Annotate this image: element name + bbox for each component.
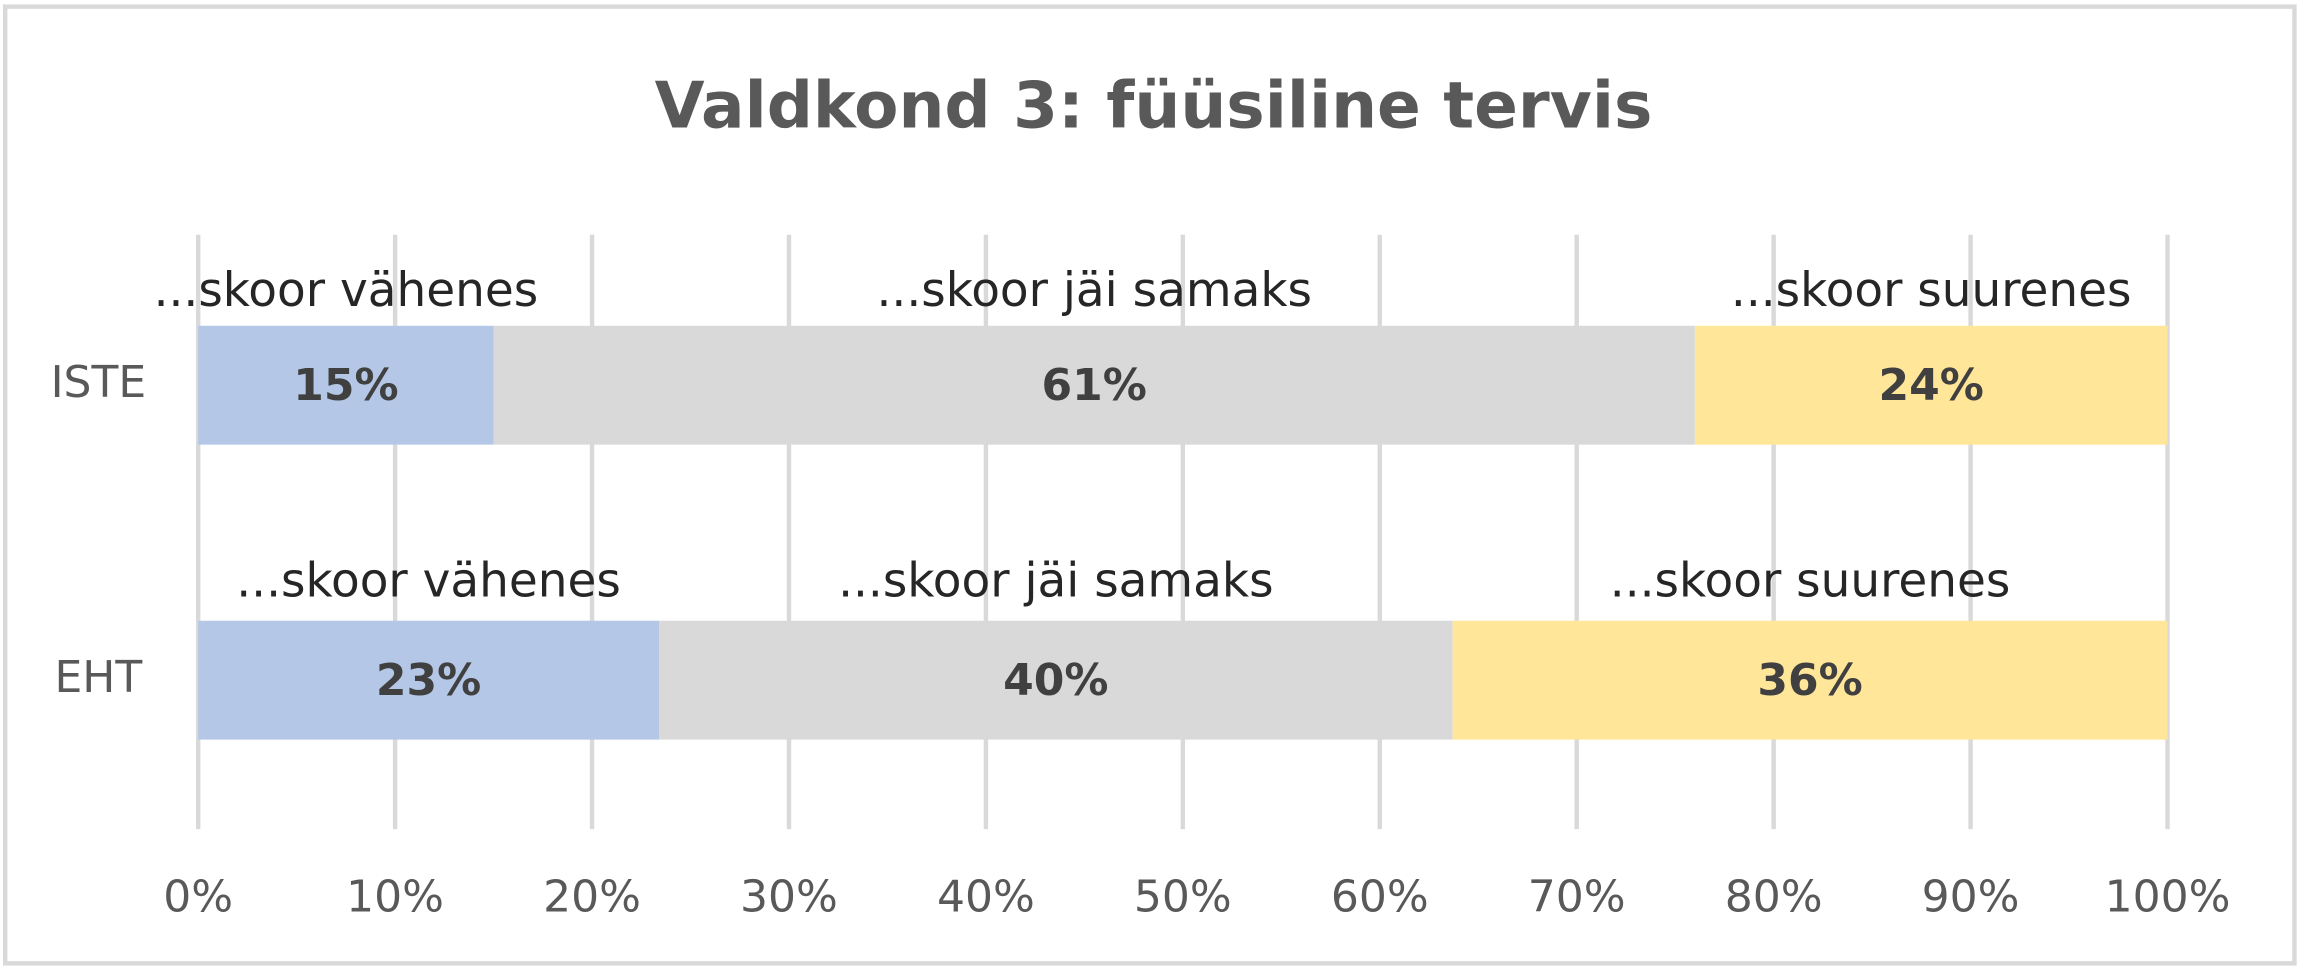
data-label: 40% bbox=[1003, 655, 1108, 706]
x-tick-label: 0% bbox=[163, 872, 233, 923]
data-label: 15% bbox=[293, 360, 398, 411]
bar-segment bbox=[1452, 620, 2168, 740]
bar-segment bbox=[1694, 325, 2168, 445]
bar-segment bbox=[493, 325, 1695, 445]
x-tick-label: 100% bbox=[2105, 872, 2231, 923]
chart-border bbox=[3, 4, 2297, 966]
x-tick-label: 30% bbox=[740, 872, 838, 923]
segment-name: ...skoor jäi samaks bbox=[876, 263, 1311, 318]
x-tick-label: 60% bbox=[1331, 872, 1429, 923]
data-label: 36% bbox=[1757, 655, 1862, 706]
bar-segment bbox=[659, 620, 1453, 740]
x-tick-label: 40% bbox=[937, 872, 1035, 923]
x-tick-label: 80% bbox=[1725, 872, 1823, 923]
x-tick-label: 90% bbox=[1922, 872, 2020, 923]
segment-name: ...skoor vähenes bbox=[236, 554, 621, 609]
data-label: 24% bbox=[1879, 360, 1984, 411]
x-tick-label: 20% bbox=[543, 872, 641, 923]
chart-title: Valdkond 3: füüsiline tervis bbox=[655, 69, 1653, 144]
bar-segment bbox=[198, 325, 494, 445]
y-tick-label: EHT bbox=[54, 652, 143, 703]
x-tick-label: 10% bbox=[346, 872, 444, 923]
x-tick-label: 70% bbox=[1528, 872, 1626, 923]
y-tick-label: ISTE bbox=[51, 357, 147, 408]
x-tick-label: 50% bbox=[1134, 872, 1232, 923]
segment-name: ...skoor suurenes bbox=[1731, 263, 2132, 318]
data-label: 61% bbox=[1042, 360, 1147, 411]
data-label: 23% bbox=[376, 655, 481, 706]
segment-name: ...skoor vähenes bbox=[154, 263, 539, 318]
bar-segment bbox=[198, 620, 660, 740]
segment-name: ...skoor jäi samaks bbox=[838, 554, 1273, 609]
segment-name: ...skoor suurenes bbox=[1610, 554, 2011, 609]
